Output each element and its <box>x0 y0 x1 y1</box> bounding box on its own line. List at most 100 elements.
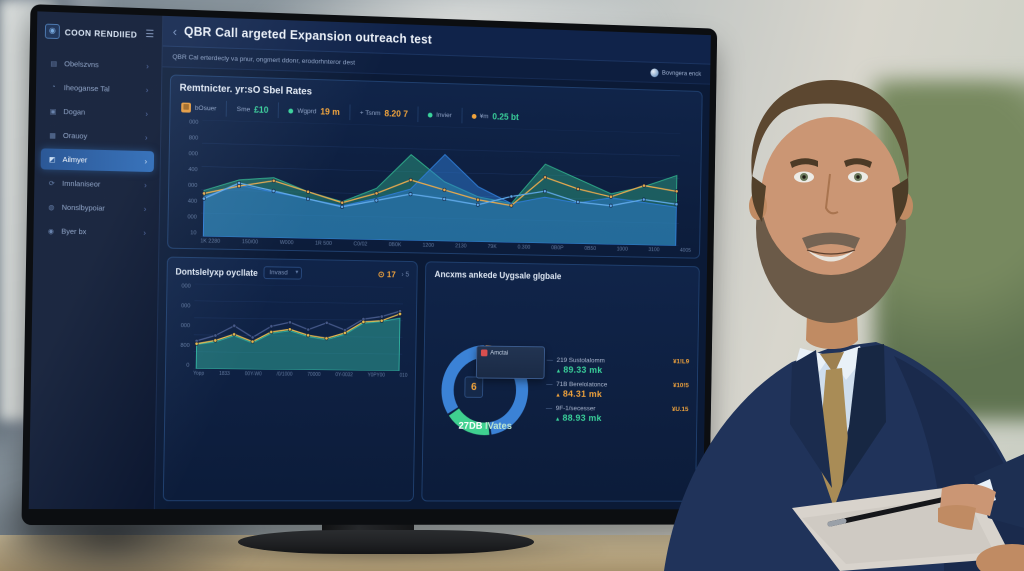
donut-tooltip-text: Amctai <box>490 349 508 356</box>
trend-panel-title: Dontslelyxp oycllate <box>175 266 258 277</box>
chip-value: 8.20 7 <box>384 108 408 118</box>
person-icon: ◉ <box>46 227 55 235</box>
sidebar-item-5[interactable]: ◩ Ailmyer › <box>41 148 155 172</box>
chip-label: bOsuer <box>195 104 217 112</box>
axis-tick: C0/02 <box>353 241 367 247</box>
trend-panel: Dontslelyxp oycllate Invasd ⊙ 17 › 5 000… <box>163 257 418 502</box>
grid-icon: ▦ <box>48 131 57 139</box>
doc-icon: ▤ <box>49 59 58 67</box>
user-icon: ◔ <box>49 84 58 91</box>
trend-chart-x-axis: Yopp 1833 00Y-W0/0/1000 70000 0Y-0032 Y0PY00 0… <box>193 371 407 379</box>
chip-label: + Tsnm <box>360 109 381 116</box>
sidebar-item-1[interactable]: ▤ Obelszvns › <box>42 53 156 77</box>
axis-tick: 0.300 <box>518 245 531 251</box>
menu-icon[interactable]: ☰ <box>145 29 154 40</box>
legend-label: 9F-1/secesser <box>556 405 596 412</box>
trend-badge: ⊙ 17 <box>378 269 396 280</box>
page-title: QBR Call argeted Expansion outreach test <box>184 24 432 46</box>
status-dot-icon <box>289 108 294 113</box>
legend-dash-icon: — <box>547 357 553 364</box>
sidebar-item-3[interactable]: ▣ Dogan › <box>41 100 155 124</box>
stat-chip-6: ¥m 0.25 bt <box>461 108 528 125</box>
sidebar-item-2[interactable]: ◔ Iheoganse Tal › <box>42 76 156 100</box>
sidebar-item-4[interactable]: ▦ Orauoy › <box>41 124 155 148</box>
chip-label: Sme <box>237 106 251 113</box>
axis-tick: 1K 2280 <box>200 238 220 244</box>
chip-label: ¥m <box>480 113 489 120</box>
app-logo-text: COON RENDIIED <box>65 27 138 39</box>
chip-value: 0.25 bt <box>492 112 519 122</box>
chevron-right-icon: › <box>144 205 147 214</box>
axis-tick: 1200 <box>422 243 434 249</box>
chip-label: Wgprd <box>297 107 316 114</box>
folder-icon: ▣ <box>48 107 57 115</box>
axis-tick: 800 <box>179 135 199 141</box>
axis-tick: 400 <box>178 167 198 173</box>
axis-tick: 1000 <box>617 247 628 253</box>
main-chart-panel: Remtnicter. yr:sO Sbel Rates ▦ bOsuer Sme £… <box>167 74 703 258</box>
donut-tooltip: Amctai <box>476 345 545 379</box>
axis-tick: 000 <box>174 323 190 329</box>
main-content: ‹ QBR Call argeted Expansion outreach te… <box>155 16 711 510</box>
sidebar-item-7[interactable]: ◍ Nonslbypoiar › <box>40 196 154 219</box>
sidebar-item-label: Byer bx <box>61 227 86 236</box>
stat-chip-4: + Tsnm 8.20 7 <box>349 104 417 122</box>
axis-tick: 800 <box>174 343 190 349</box>
axis-tick: 0B0K <box>389 242 402 248</box>
trend-badge-suffix: › 5 <box>401 272 409 279</box>
sidebar-item-8[interactable]: ◉ Byer bx › <box>39 220 153 243</box>
axis-tick: 00Y-W0 <box>245 371 262 377</box>
dashboard-screen: ◉ COON RENDIIED ☰ ▤ Obelszvns › ◔ Iheogan… <box>29 11 711 509</box>
chevron-right-icon: › <box>143 228 146 237</box>
axis-tick: 1R 500 <box>315 241 332 247</box>
page-subtitle: QBR Cal erterdecly va pnur, ongmert ddon… <box>172 53 355 66</box>
axis-tick: /0/1000 <box>277 372 293 378</box>
chart-icon: ◩ <box>48 155 57 163</box>
sidebar: ◉ COON RENDIIED ☰ ▤ Obelszvns › ◔ Iheogan… <box>29 11 164 509</box>
filter-dropdown[interactable]: Invasd <box>264 266 303 279</box>
chevron-right-icon: › <box>145 133 148 142</box>
axis-tick: 0B0P <box>551 245 564 251</box>
axis-tick: 79K <box>488 244 497 250</box>
chip-value: £10 <box>254 105 269 115</box>
axis-tick: 0 <box>174 363 190 369</box>
legend-dash-icon: — <box>546 381 552 388</box>
axis-tick: 000 <box>179 119 199 125</box>
monitor-stand-base <box>238 530 534 554</box>
face <box>761 117 901 275</box>
squares-icon: ▦ <box>181 103 191 113</box>
sidebar-item-label: Imnlaniseor <box>62 179 100 189</box>
axis-tick: Yopp <box>193 371 204 377</box>
chip-value: 19 m <box>320 107 340 117</box>
legend-label: 71B Berelolatonce <box>556 381 607 388</box>
trend-chart-y-axis: 000 000 000 800 0 <box>174 283 195 368</box>
axis-tick: 010 <box>400 373 408 379</box>
status-dot-icon <box>428 112 433 117</box>
axis-tick: 400 <box>178 198 198 204</box>
axis-tick: 10 <box>177 230 197 236</box>
axis-tick: 000 <box>178 183 198 189</box>
sidebar-item-label: Dogan <box>63 107 85 117</box>
sidebar-item-label: Ailmyer <box>62 155 87 165</box>
axis-tick: 0Y-0032 <box>335 372 353 378</box>
legend-label: 219 Sustolalomm <box>557 357 605 364</box>
axis-tick: Y0PY00 <box>368 373 385 379</box>
person-photo <box>644 56 1024 571</box>
stat-chip-5: Invier <box>417 106 461 123</box>
sidebar-item-6[interactable]: ⟳ Imnlaniseor › <box>40 172 154 196</box>
app-logo-icon: ◉ <box>45 24 60 39</box>
chevron-right-icon: › <box>145 109 148 118</box>
axis-tick: 0B50 <box>584 246 596 252</box>
axis-tick: 1833 <box>219 371 230 377</box>
axis-tick: 2130 <box>455 243 467 249</box>
head <box>749 80 913 349</box>
main-area-chart <box>200 120 680 246</box>
bottom-row: Dontslelyxp oycllate Invasd ⊙ 17 › 5 000… <box>163 257 700 502</box>
axis-tick: 150/00 <box>242 239 258 245</box>
chevron-right-icon: › <box>146 62 149 71</box>
sidebar-item-label: Obelszvns <box>64 59 99 69</box>
office-scene: ◉ COON RENDIIED ☰ ▤ Obelszvns › ◔ Iheogan… <box>0 0 1024 571</box>
stat-chip-3: Wgprd 19 m <box>278 102 349 120</box>
back-icon[interactable]: ‹ <box>173 24 178 39</box>
logo-row: ◉ COON RENDIIED ☰ <box>45 24 154 43</box>
